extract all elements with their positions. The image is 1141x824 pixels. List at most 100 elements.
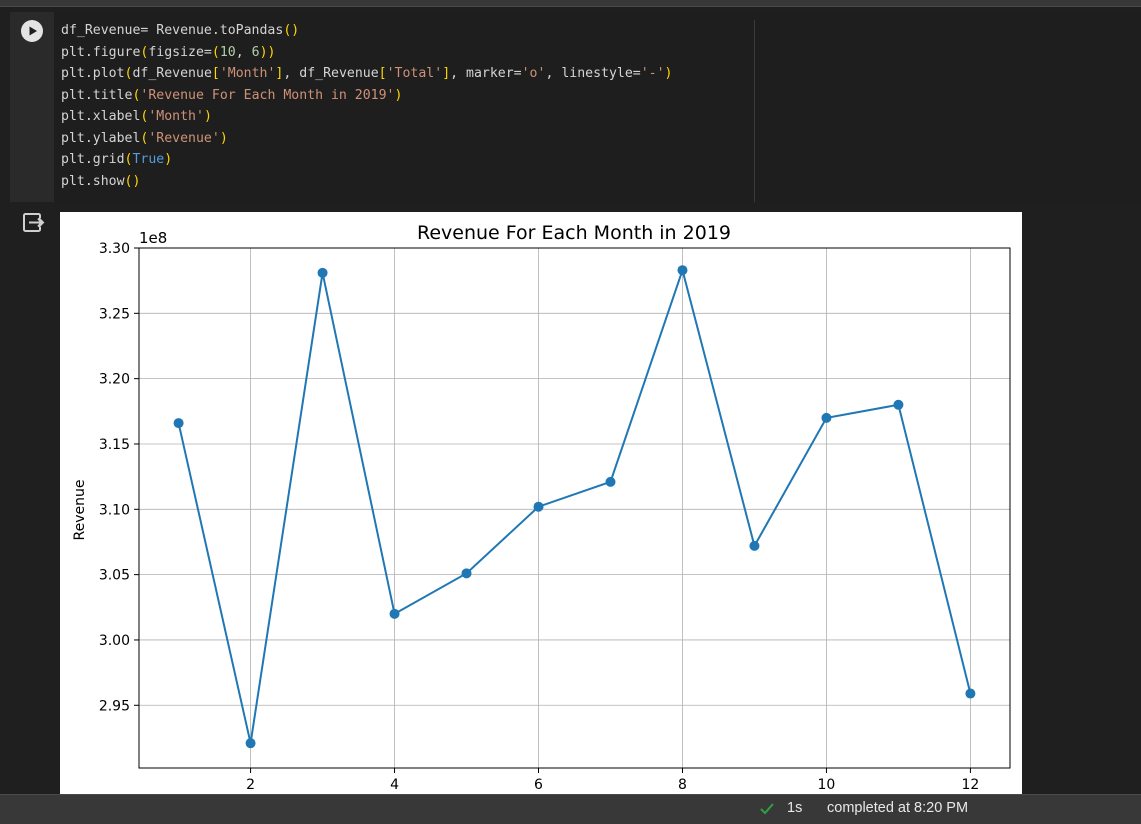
code-token: ]: [442, 66, 451, 81]
x-tick-label: 2: [246, 777, 255, 793]
code-token: plt.ylabel: [61, 130, 141, 146]
code-token: , marker=: [450, 66, 522, 81]
data-point: [605, 476, 616, 487]
run-cell-button[interactable]: [21, 20, 43, 42]
y-tick-label: 3.10: [99, 502, 130, 518]
code-token: ): [219, 130, 228, 146]
code-text[interactable]: df_Revenue= Revenue.toPandas() plt.figur…: [61, 20, 673, 192]
code-line: df_Revenue= Revenue.toPandas(): [61, 23, 299, 38]
play-icon: [29, 26, 37, 36]
code-token: (: [140, 44, 149, 60]
series: [173, 265, 976, 749]
code-token: plt.xlabel: [61, 109, 141, 124]
code-token: (): [283, 23, 300, 38]
output-toggle-button[interactable]: [21, 211, 45, 235]
code-token: (: [124, 66, 133, 81]
x-tick-label: 8: [678, 777, 687, 793]
code-token: (: [140, 109, 149, 124]
code-token: ,: [235, 44, 252, 60]
y-tick-label: 3.30: [99, 241, 130, 257]
top-divider: [0, 0, 1141, 7]
y-tick-label: 2.95: [99, 698, 130, 714]
code-token: 'Month': [148, 109, 204, 124]
y-tick-label: 3.20: [99, 372, 130, 388]
code-token: 'Revenue': [148, 130, 220, 146]
series-line: [177, 266, 972, 744]
code-token: plt.show: [61, 173, 125, 189]
editor-ruler: [754, 20, 755, 202]
checkmark-icon: [759, 802, 775, 820]
grid: [139, 247, 1010, 768]
output-gutter: [10, 204, 54, 794]
x-tick-label: 6: [534, 777, 543, 793]
code-token: df_Revenue= Revenue.toPandas: [61, 23, 284, 38]
code-token: , linestyle=: [545, 66, 641, 81]
code-token: plt.plot: [61, 66, 125, 81]
cell-gutter: [10, 12, 54, 202]
x-tick-label: 10: [818, 777, 836, 793]
code-token: (: [132, 87, 141, 103]
data-point: [461, 568, 472, 579]
code-token: plt.figure: [61, 44, 141, 60]
code-line: plt.plot(df_Revenue['Month'], df_Revenue…: [61, 66, 673, 81]
ticks: 2 4 6 8 10 12 2.95 3.00 3.05 3.10 3.15 3.20 3.25 3.30: [99, 241, 979, 793]
data-point: [245, 738, 256, 749]
code-token: plt.grid: [61, 152, 125, 167]
data-point: [533, 501, 544, 512]
code-line: plt.title('Revenue For Each Month in 201…: [61, 88, 402, 103]
y-tick-label: 3.15: [99, 437, 130, 453]
y-offset-label: 1e8: [139, 229, 167, 247]
code-token: (: [124, 152, 133, 167]
checkmark-icon-glyph: [760, 803, 774, 815]
code-token: (: [211, 44, 220, 60]
code-token: 'Total': [386, 66, 443, 81]
code-editor[interactable]: [54, 12, 1141, 202]
code-token: 'o': [521, 66, 546, 81]
code-token: df_Revenue: [132, 66, 212, 81]
data-point: [389, 608, 400, 619]
x-tick-label: 4: [390, 777, 399, 793]
x-tick-label: 12: [961, 777, 979, 793]
y-tick-label: 3.00: [99, 633, 130, 649]
y-tick-label: 3.25: [99, 306, 130, 322]
completion-time: completed at 8:20 PM: [827, 800, 969, 816]
y-axis-label: Revenue: [72, 480, 88, 541]
code-token: ]: [275, 66, 284, 81]
code-token: '-': [640, 66, 665, 81]
data-point: [821, 412, 832, 423]
code-line: plt.show(): [61, 174, 140, 189]
code-token: (: [140, 130, 149, 146]
chart-title: Revenue For Each Month in 2019: [417, 222, 731, 244]
code-line: plt.figure(figsize=(10, 6)): [61, 45, 275, 60]
code-token: 'Revenue For Each Month in 2019': [140, 87, 395, 103]
status-bar: 1s completed at 8:20 PM: [0, 794, 1141, 824]
code-token: 6: [251, 44, 260, 60]
code-line: plt.ylabel('Revenue'): [61, 131, 228, 146]
data-point: [965, 688, 976, 699]
code-token: True: [132, 152, 165, 167]
line-chart: 2 4 6 8 10 12 2.95 3.00 3.05 3.10 3.15 3.20 3.25 3.30…: [72, 222, 1011, 793]
execution-duration: 1s: [787, 800, 803, 816]
code-token: )): [259, 44, 276, 60]
code-token: , df_Revenue: [283, 66, 379, 81]
data-point: [893, 399, 904, 410]
data-point: [317, 267, 328, 278]
code-line: plt.grid(True): [61, 152, 172, 167]
code-token: ): [664, 66, 673, 81]
y-tick-label: 3.05: [99, 568, 130, 584]
code-token: ): [394, 87, 403, 103]
code-line: plt.xlabel('Month'): [61, 109, 212, 124]
code-token: (): [124, 173, 141, 189]
code-token: [: [211, 66, 220, 81]
code-token: ): [203, 109, 212, 124]
output-toggle-icon: [23, 213, 45, 232]
code-token: 'Month': [219, 66, 276, 81]
code-token: ): [164, 152, 173, 167]
code-token: figsize=: [148, 44, 212, 60]
data-point: [173, 418, 184, 429]
data-point: [677, 265, 688, 276]
code-token: 10: [219, 44, 236, 60]
plot-output: 2 4 6 8 10 12 2.95 3.00 3.05 3.10 3.15 3.20 3.25 3.30…: [60, 212, 1022, 794]
code-token: plt.title: [61, 87, 133, 103]
code-token: [: [378, 66, 387, 81]
